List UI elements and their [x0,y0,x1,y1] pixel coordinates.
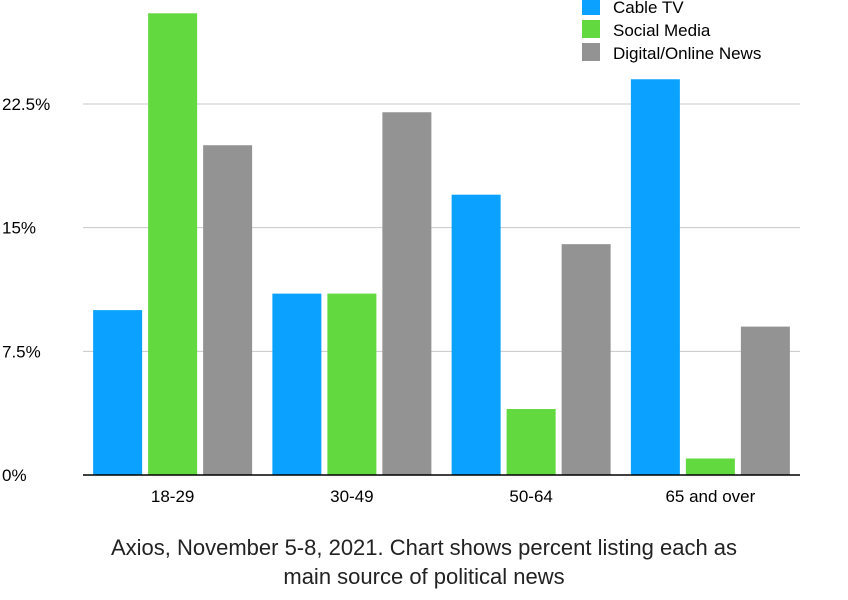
y-axis: 0% 7.5% 15% 22.5% [2,95,50,485]
legend-swatch [582,20,600,38]
y-tick-label: 15% [2,219,36,238]
x-tick-label: 30-49 [330,487,373,506]
bar-cable-tv-50-64 [451,194,501,475]
x-tick-label: 18-29 [151,487,194,506]
bars [93,13,790,476]
bar-chart: 0% 7.5% 15% 22.5% 18-29 30-49 50-64 65 and ove… [2,0,800,506]
caption-line-1: Axios, November 5-8, 2021. Chart shows p… [110,535,738,560]
x-axis: 18-29 30-49 50-64 65 and over [151,487,756,506]
chart-caption: Axios, November 5-8, 2021. Chart shows p… [0,533,848,591]
caption-line-2: main source of political news [283,564,565,589]
bar-digital-online-news-50-64 [561,244,611,475]
bar-social-media-30-49 [327,293,377,475]
legend-label: Digital/Online News [613,44,761,63]
legend-label: Social Media [613,21,711,40]
bar-cable-tv-30-49 [272,293,322,475]
y-tick-label: 22.5% [2,95,50,114]
bar-digital-online-news-65-and-over [740,326,790,475]
bar-cable-tv-65-and-over [630,79,680,476]
x-tick-label: 65 and over [665,487,755,506]
legend-label: Cable TV [613,0,684,17]
bar-social-media-50-64 [506,409,556,475]
bar-digital-online-news-30-49 [382,112,432,475]
bar-cable-tv-18-29 [93,310,143,475]
legend: Cable TV Social Media Digital/Online News [582,0,761,63]
x-tick-label: 50-64 [509,487,552,506]
y-tick-label: 0% [2,466,27,485]
bar-social-media-18-29 [148,13,198,476]
legend-swatch [582,0,600,15]
legend-swatch [582,43,600,61]
bar-social-media-65-and-over [685,458,735,475]
gridlines [83,103,800,352]
bar-digital-online-news-18-29 [203,145,253,475]
y-tick-label: 7.5% [2,342,41,361]
